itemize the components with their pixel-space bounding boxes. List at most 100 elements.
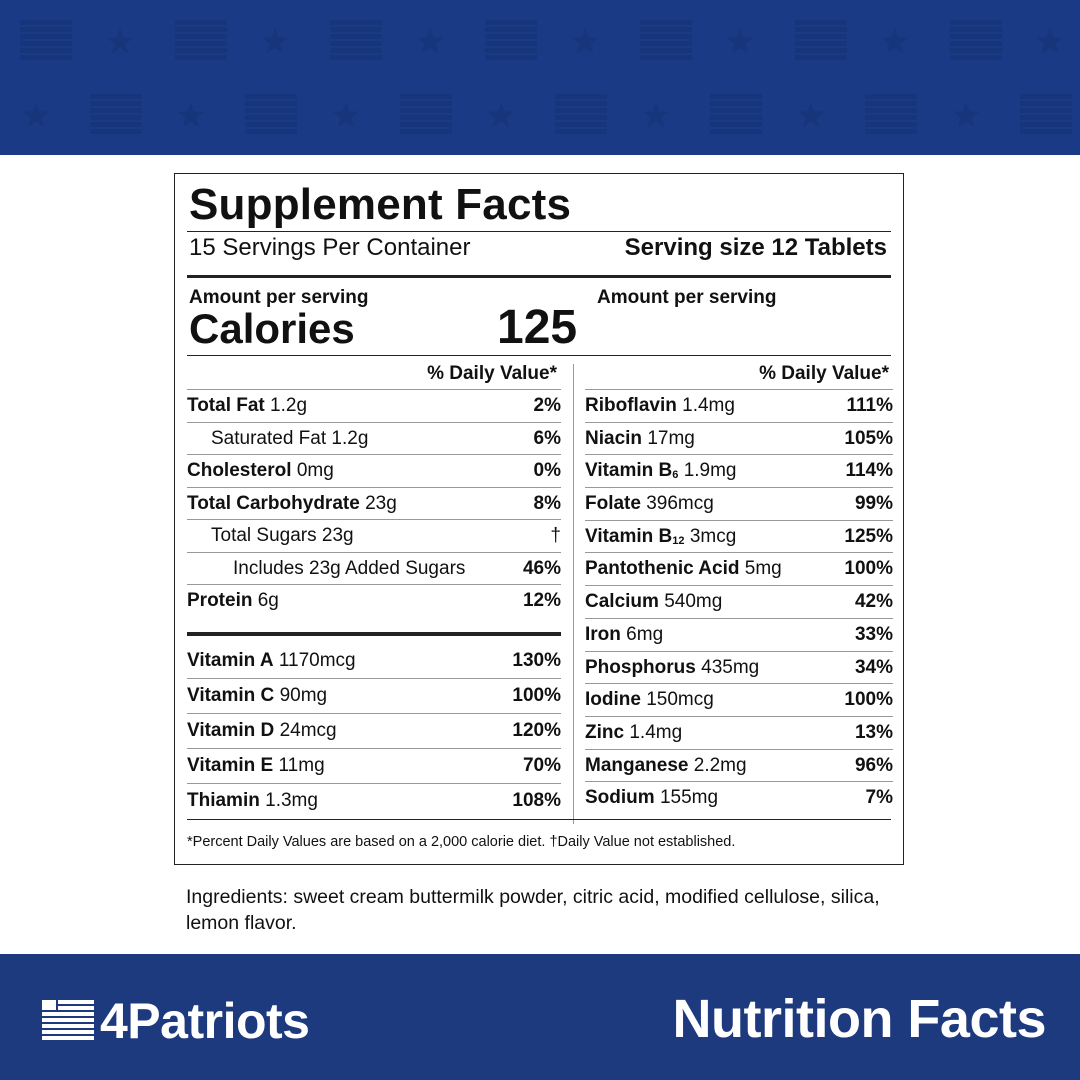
flag-icon [555,94,607,134]
daily-value-percent: 2% [533,395,561,416]
nutrient-label: Iron [585,623,621,645]
daily-value-percent: 114% [845,460,893,482]
nutrient-row: Total Sugars 23g † [187,520,561,553]
nutrient-amount: 1.9mg [683,460,737,482]
bottom-banner [0,954,1080,1080]
daily-value-percent: 105% [844,427,893,449]
daily-value-percent: 111% [846,395,894,416]
nutrient-amount: 1.4mg [682,395,735,416]
nutrient-name: Total Carbohydrate 23g [187,488,397,520]
nutrient-label: Riboflavin [585,395,677,416]
nutrient-label: Total Carbohydrate [187,492,360,514]
nutrient-amount: 3mcg [689,525,737,547]
star-icon [487,102,515,128]
right-column: % Daily Value* Riboflavin 1.4mg 111% Niaci… [585,357,893,815]
nutrient-label: Thiamin [187,789,260,811]
nutrient-row: Protein 6g 12% [187,585,561,618]
nutrient-name: Manganese 2.2mg [585,750,747,782]
panel-title: Supplement Facts [189,180,572,229]
star-icon [881,28,909,54]
daily-value-header: % Daily Value* [187,357,561,390]
daily-value-percent: 100% [512,684,561,706]
nutrient-row: Cholesterol 0mg 0% [187,455,561,488]
nutrient-amount: 396mcg [646,493,714,515]
flag-icon [175,20,227,60]
nutrient-amount: 17mg [647,427,695,449]
nutrient-row: Vitamin B12 3mcg 125% [585,521,893,554]
calories-value: 125 [497,301,578,354]
nutrient-amount: 1.4mg [629,721,683,743]
nutrient-name: Niacin 17mg [585,423,695,455]
brand-pattern [20,20,1072,134]
nutrient-label: Vitamin D [187,719,275,741]
star-icon [106,28,134,54]
flag-icon [245,94,297,134]
daily-value-percent: 33% [854,623,893,645]
nutrient-amount: 0mg [296,460,334,481]
nutrient-label: Vitamin B [585,525,673,547]
nutrient-row: Vitamin C 90mg 100% [187,679,561,714]
servings-per-container: 15 Servings Per Container [189,234,471,261]
daily-value-percent: 0% [533,460,561,481]
nutrient-amount: 2.2mg [693,754,747,776]
supplement-facts-panel: Supplement Facts 15 Servings Per Contain… [174,173,904,865]
daily-value-percent: 125% [844,525,893,547]
star-icon [416,28,444,54]
nutrient-row: Niacin 17mg 105% [585,423,893,456]
star-icon [642,102,670,128]
flag-icon [1020,94,1072,134]
nutrient-row: Zinc 1.4mg 13% [585,717,893,750]
nutrient-amount: 1.3mg [265,789,318,811]
nutrient-row: Vitamin A 1170mcg 130% [187,644,561,679]
star-icon [726,28,754,54]
daily-value-percent: 34% [854,656,893,678]
nutrient-name: Riboflavin 1.4mg [585,390,735,422]
nutrient-label: Zinc [585,721,625,743]
nutrient-label: Cholesterol [187,460,292,481]
nutrient-label: Vitamin E [187,754,274,776]
daily-value-percent: 70% [522,754,561,776]
nutrient-label: Folate [585,493,641,515]
nutrient-name: Iron 6mg [585,619,663,651]
star-icon [797,102,825,128]
nutrient-name: Thiamin 1.3mg [187,784,318,818]
nutrient-amount: 5mg [744,558,782,580]
nutrient-amount: 90mg [279,684,328,706]
daily-value-percent: 96% [854,754,893,776]
nutrient-row: Vitamin E 11mg 70% [187,749,561,784]
flag-icon [865,94,917,134]
nutrient-label: Niacin [585,427,643,449]
nutrient-amount: Saturated Fat 1.2g [211,427,369,449]
daily-value-percent: 6% [533,427,561,449]
nutrient-label: Calcium [585,591,659,613]
serving-size: Serving size 12 Tablets [624,234,887,261]
star-icon [261,28,289,54]
nutrient-name: Iodine 150mcg [585,684,714,716]
nutrient-amount: 435mg [701,656,760,678]
nutrient-amount: Total Sugars 23g [211,525,354,546]
divider [187,355,891,356]
subscript: 12 [672,534,685,547]
nutrient-label: Total Fat [187,395,265,416]
nutrient-row: Pantothenic Acid 5mg 100% [585,553,893,587]
star-icon [1036,28,1064,54]
nutrient-name: Folate 396mcg [585,488,714,520]
flag-icon [400,94,452,134]
nutrient-amount: 155mg [659,787,719,809]
nutrient-amount: 540mg [664,591,723,613]
nutrient-amount: 6g [257,590,279,611]
nutrient-name: Vitamin B6 1.9mg [585,455,737,489]
nutrient-name: Phosphorus 435mg [585,652,759,684]
nutrient-name: Saturated Fat 1.2g [211,423,368,455]
flag-icon [950,20,1002,60]
daily-value-percent: 100% [844,689,893,711]
nutrient-name: Vitamin D 24mcg [187,714,337,748]
nutrient-label: Sodium [585,787,655,809]
nutrient-row: Manganese 2.2mg 96% [585,750,893,783]
nutrient-row: Vitamin D 24mcg 120% [187,714,561,749]
daily-value-percent: 8% [533,492,561,514]
column-divider [573,364,574,824]
nutrient-row: Iodine 150mcg 100% [585,684,893,717]
star-icon [571,28,599,54]
nutrient-name: Sodium 155mg [585,782,718,814]
